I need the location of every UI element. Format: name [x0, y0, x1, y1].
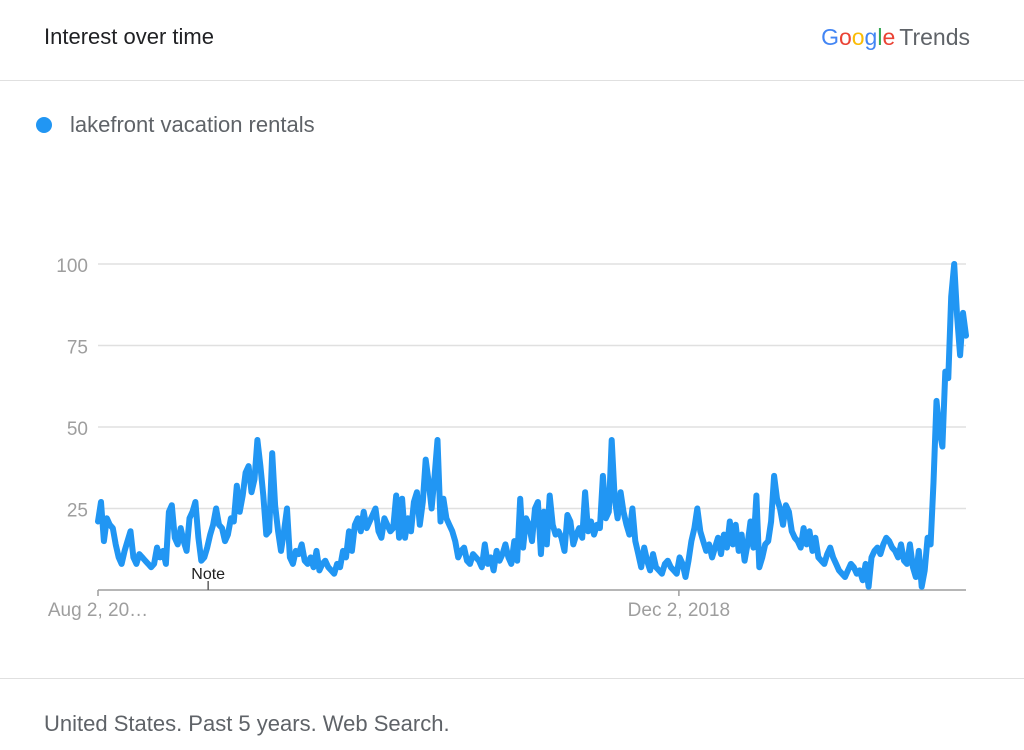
- interest-over-time-chart[interactable]: 25 50 75 100 Aug 2, 20… Dec 2, 2018 Note: [0, 0, 1024, 678]
- y-tick-label: 50: [67, 419, 88, 440]
- x-tick-label: Aug 2, 20…: [48, 600, 148, 621]
- legend-dot-icon: [36, 117, 52, 133]
- google-trends-logo[interactable]: Google Trends: [821, 24, 970, 50]
- legend-label: lakefront vacation rentals: [70, 112, 315, 137]
- x-tick-label: Dec 2, 2018: [628, 600, 730, 621]
- annotation-note-label[interactable]: Note: [191, 566, 225, 583]
- y-tick-label: 75: [67, 338, 88, 359]
- chart-legend[interactable]: lakefront vacation rentals: [36, 112, 315, 138]
- footer-caption: United States. Past 5 years. Web Search.: [44, 711, 450, 736]
- card-footer: United States. Past 5 years. Web Search.: [0, 678, 1024, 750]
- chart-title: Interest over time: [44, 24, 214, 49]
- card-header: Interest over time Google Trends: [0, 0, 1024, 81]
- y-tick-label: 100: [56, 256, 88, 277]
- y-tick-label: 25: [67, 501, 88, 522]
- series-line-lakefront-vacation-rentals[interactable]: [95, 261, 969, 590]
